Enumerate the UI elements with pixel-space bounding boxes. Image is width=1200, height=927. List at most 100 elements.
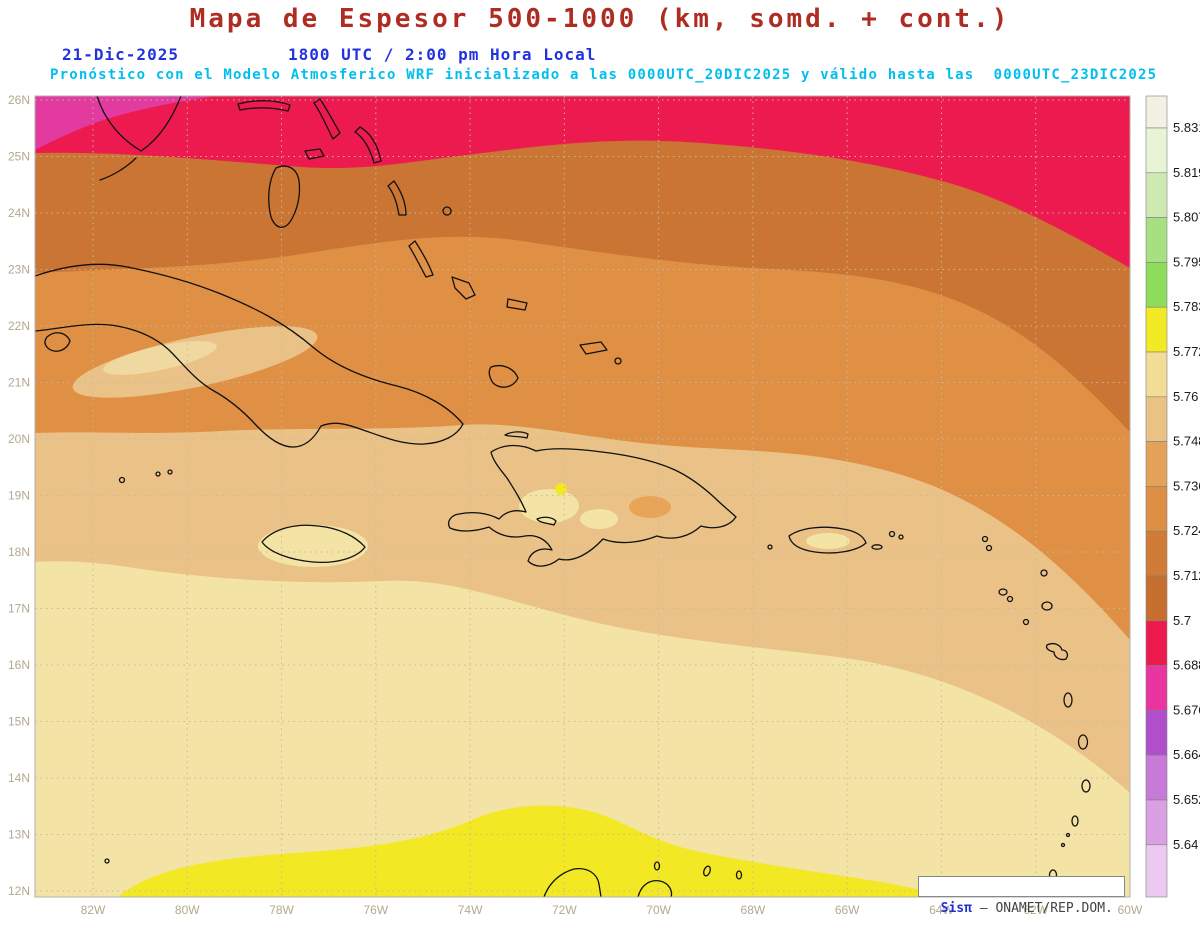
- lon-label: 66W: [835, 903, 860, 917]
- scale-label: 5.7: [1173, 613, 1191, 628]
- lat-label: 24N: [8, 206, 30, 220]
- virgin-islands-east-coastline: [898, 534, 904, 540]
- patch-cuba-pale: [103, 341, 217, 375]
- dominica-coastline: [1063, 692, 1073, 708]
- lon-label: 80W: [175, 903, 200, 917]
- anguilla-coastline: [981, 535, 989, 543]
- colorbar-segment: [1145, 217, 1168, 263]
- grenadines-coastline: [1065, 832, 1071, 838]
- vieques-coastline: [871, 544, 883, 550]
- mayaguana-coastline: [506, 298, 528, 311]
- colorbar-segment: [1145, 127, 1168, 174]
- guadeloupe-coastline: [1045, 643, 1069, 661]
- lat-label: 20N: [8, 432, 30, 446]
- colorbar-segment: [1145, 441, 1168, 487]
- lon-label: 78W: [269, 903, 294, 917]
- florida-coastline: [96, 96, 182, 152]
- graticule: [35, 96, 1130, 897]
- curacao-coastline: [703, 865, 711, 877]
- patch-cuba-tan: [72, 326, 318, 398]
- little-cayman-coastline: [167, 469, 173, 475]
- lat-label: 17N: [8, 602, 30, 616]
- bonaire-coastline: [735, 870, 743, 880]
- attribution-box: Sisπ – ONAMET/REP.DOM.: [918, 876, 1125, 916]
- patch-hispaniola-yellow-spot: [555, 483, 567, 495]
- scale-label: 5.783: [1173, 299, 1200, 314]
- colorbar-segment: [1145, 262, 1168, 308]
- thickness-bands: [35, 96, 1130, 897]
- martinique-coastline: [1077, 734, 1089, 750]
- mona-coastline: [767, 544, 773, 550]
- coastlines: [35, 96, 1091, 897]
- colorbar-segment: [1145, 665, 1168, 711]
- attribution-text: – ONAMET/REP.DOM.: [971, 901, 1113, 916]
- time-label: 1800 UTC / 2:00 pm Hora Local: [288, 45, 597, 64]
- florida-keys-coastline: [99, 157, 137, 181]
- guajira-coastline: [543, 867, 602, 897]
- scale-label: 5.64: [1173, 837, 1198, 852]
- caicos-coastline: [579, 341, 608, 355]
- great-inagua-coastline: [488, 364, 519, 388]
- colorbar-segment: [1145, 530, 1168, 577]
- scale-label: 5.676: [1173, 702, 1200, 717]
- long-island-coastline: [408, 240, 434, 278]
- colorbar-segment: [1145, 306, 1168, 353]
- colorbar: 5.831 5.819 5.807 5.795 5.783 5.772 5.76 5.748 5…: [1145, 95, 1200, 898]
- lat-label: 25N: [8, 150, 30, 164]
- lon-label: 64W: [929, 903, 954, 917]
- lat-label: 16N: [8, 658, 30, 672]
- barbuda-coastline: [1040, 569, 1048, 577]
- scale-label: 5.688: [1173, 658, 1200, 673]
- lon-label: 70W: [646, 903, 671, 917]
- scale-label: 5.807: [1173, 210, 1200, 225]
- colorbar-segment: [1145, 799, 1168, 846]
- scale-label: 5.819: [1173, 165, 1200, 180]
- antigua-coastline: [1041, 601, 1053, 611]
- lat-label: 15N: [8, 715, 30, 729]
- band-magenta-corner: [35, 96, 215, 150]
- gonave-coastline: [536, 516, 557, 526]
- patch-puertorico-khaki: [806, 533, 850, 549]
- grand-cayman-coastline: [118, 476, 126, 484]
- colorbar-segment: [1145, 172, 1168, 218]
- crooked-acklins-coastline: [451, 276, 476, 300]
- san-salvador-coastline: [442, 206, 452, 216]
- scale-label: 5.712: [1173, 568, 1200, 583]
- colorbar-segment: [1145, 620, 1168, 666]
- hispaniola-coastline: [447, 444, 737, 567]
- lon-label: 60W: [1118, 903, 1143, 917]
- map-border: [34, 95, 1131, 898]
- st-martin-coastline: [985, 544, 993, 552]
- scale-label: 5.795: [1173, 254, 1200, 269]
- date-label: 21-Dic-2025: [62, 45, 179, 64]
- st-vincent-coastline: [1071, 815, 1079, 827]
- lat-label: 21N: [8, 376, 30, 390]
- scale-label: 5.772: [1173, 344, 1200, 359]
- cuba-coastline: [35, 263, 464, 448]
- virgin-islands-coastline: [888, 530, 896, 538]
- lon-label: 72W: [552, 903, 577, 917]
- cayman-brac-coastline: [155, 471, 161, 477]
- colorbar-segment: [1145, 710, 1168, 756]
- lat-label: 18N: [8, 545, 30, 559]
- lat-label: 13N: [8, 828, 30, 842]
- isle-of-youth-coastline: [44, 332, 71, 352]
- aruba-coastline: [653, 861, 661, 871]
- band-crimson: [35, 96, 1130, 268]
- andros-coastline: [268, 165, 301, 228]
- scale-label: 5.724: [1173, 523, 1200, 538]
- cat-island-coastline: [387, 180, 407, 216]
- band-yellow-south: [118, 805, 952, 897]
- turks-coastline: [614, 357, 622, 365]
- abaco-coastline: [313, 98, 341, 140]
- puerto-rico-coastline: [788, 526, 867, 554]
- grand-bahama-coastline: [237, 100, 291, 112]
- scale-label: 5.831: [1173, 120, 1200, 135]
- lat-label: 19N: [8, 489, 30, 503]
- axis-labels: 26N 25N 24N 23N 22N 21N 20N 19N 18N 17N 16N 15N 14N 1…: [8, 93, 1143, 917]
- new-providence-coastline: [304, 148, 325, 160]
- colorbar-segment: [1145, 844, 1168, 898]
- attribution-brand: Sisπ: [940, 901, 972, 916]
- scale-label: 5.76: [1173, 389, 1198, 404]
